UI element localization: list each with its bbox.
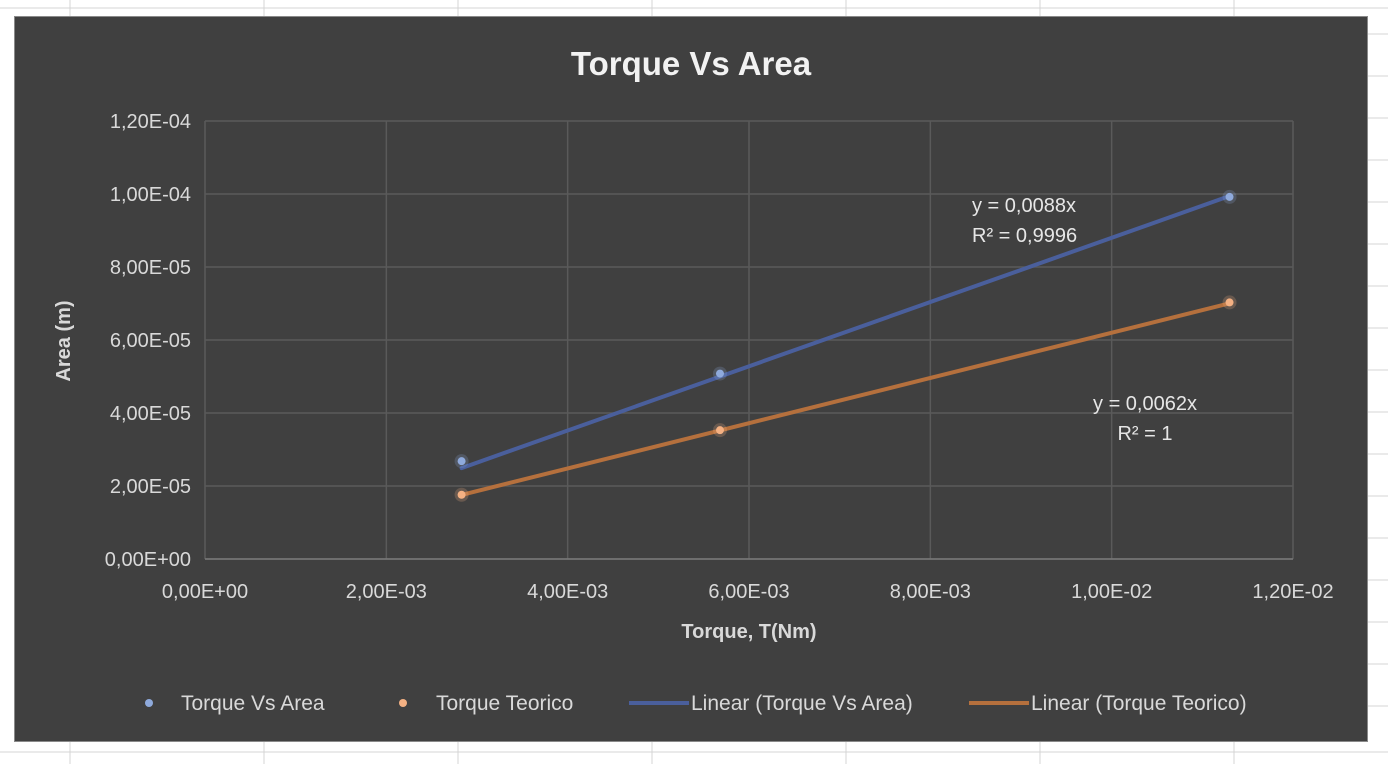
trendline-torque-vs-area[interactable] xyxy=(459,194,1232,471)
data-points xyxy=(454,189,1237,502)
y-tick-label: 0,00E+00 xyxy=(105,549,191,571)
data-point-torque-teorico[interactable] xyxy=(715,426,724,435)
x-tick-label: 0,00E+00 xyxy=(162,581,248,603)
chart-area[interactable]: Torque Vs Area 0,00E+00 2,00E-05 4,00E-05 6… xyxy=(14,16,1368,742)
y-tick-label: 4,00E-05 xyxy=(110,403,191,425)
data-point-torque-teorico[interactable] xyxy=(1225,298,1234,307)
x-axis-title: Torque, T(Nm) xyxy=(681,621,816,643)
legend-label: Linear (Torque Vs Area) xyxy=(691,692,913,715)
data-point-torque-vs-area[interactable] xyxy=(715,369,724,378)
y-tick-label: 1,20E-04 xyxy=(110,111,191,133)
x-tick-label: 1,20E-02 xyxy=(1252,581,1333,603)
legend-marker xyxy=(145,699,153,707)
x-tick-label: 1,00E-02 xyxy=(1071,581,1152,603)
trendline-equation: y = 0,0088x xyxy=(972,195,1076,217)
y-tick-label: 8,00E-05 xyxy=(110,257,191,279)
trendline-equation: y = 0,0062x xyxy=(1093,393,1197,415)
y-axis-tick-labels: 0,00E+00 2,00E-05 4,00E-05 6,00E-05 8,00E-05… xyxy=(105,111,191,571)
legend-label: Linear (Torque Teorico) xyxy=(1031,692,1247,715)
x-tick-label: 6,00E-03 xyxy=(708,581,789,603)
trendline-label-torque-teorico[interactable]: y = 0,0062x R² = 1 xyxy=(1093,393,1197,445)
legend-marker xyxy=(399,699,407,707)
y-tick-label: 6,00E-05 xyxy=(110,330,191,352)
trendline-r-squared: R² = 1 xyxy=(1117,423,1172,445)
legend-item-linear-torque-teorico[interactable]: Linear (Torque Teorico) xyxy=(969,692,1247,715)
x-tick-label: 2,00E-03 xyxy=(346,581,427,603)
legend-item-torque-teorico[interactable]: Torque Teorico xyxy=(399,692,573,715)
legend-item-linear-torque-vs-area[interactable]: Linear (Torque Vs Area) xyxy=(629,692,913,715)
legend-label: Torque Vs Area xyxy=(181,692,325,715)
chart-svg: Torque Vs Area 0,00E+00 2,00E-05 4,00E-05 6… xyxy=(53,45,1334,715)
legend-item-torque-vs-area[interactable]: Torque Vs Area xyxy=(145,692,325,715)
x-tick-label: 4,00E-03 xyxy=(527,581,608,603)
legend[interactable]: Torque Vs Area Torque Teorico Linear (To… xyxy=(145,692,1247,715)
legend-label: Torque Teorico xyxy=(436,692,573,715)
data-point-torque-vs-area[interactable] xyxy=(1225,192,1234,201)
data-point-torque-vs-area[interactable] xyxy=(457,457,466,466)
chart-title: Torque Vs Area xyxy=(571,45,812,82)
y-axis-title: Area (m) xyxy=(53,300,75,381)
y-tick-label: 2,00E-05 xyxy=(110,476,191,498)
data-point-torque-teorico[interactable] xyxy=(457,490,466,499)
trendline-label-torque-vs-area[interactable]: y = 0,0088x R² = 0,9996 xyxy=(972,195,1077,247)
x-tick-label: 8,00E-03 xyxy=(890,581,971,603)
gridlines xyxy=(204,120,1294,560)
trendline-torque-teorico[interactable] xyxy=(459,301,1232,497)
x-axis-tick-labels: 0,00E+00 2,00E-03 4,00E-03 6,00E-03 8,00E-03… xyxy=(162,581,1334,603)
y-tick-label: 1,00E-04 xyxy=(110,184,191,206)
trendlines xyxy=(459,194,1232,497)
trendline-r-squared: R² = 0,9996 xyxy=(972,225,1077,247)
